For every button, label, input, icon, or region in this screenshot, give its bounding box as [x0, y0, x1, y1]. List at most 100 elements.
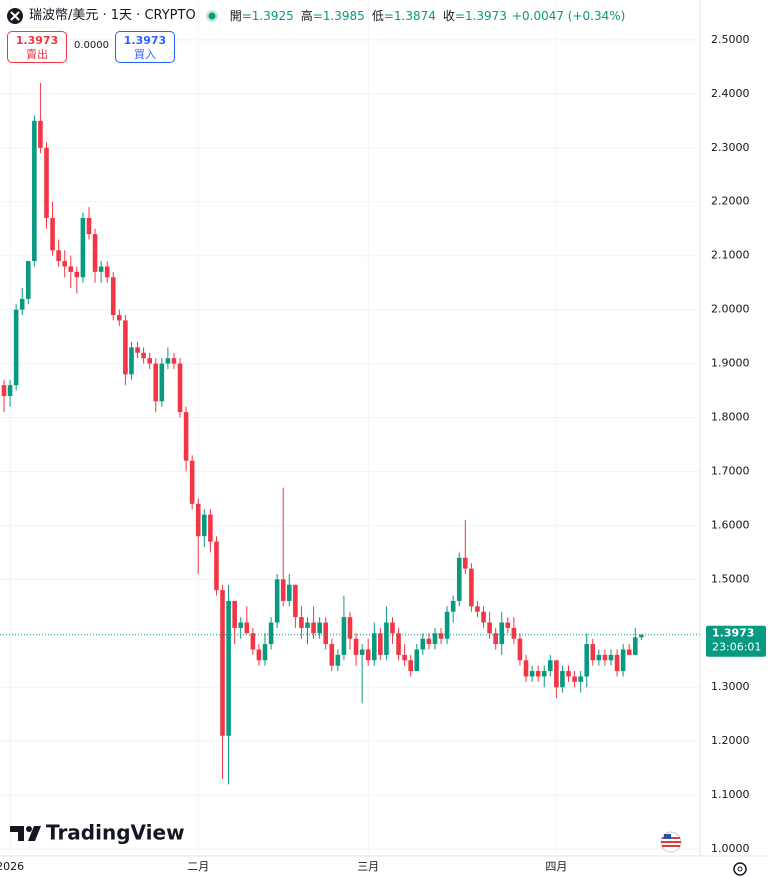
candle-body	[602, 654, 608, 661]
candle-body	[98, 266, 104, 272]
candle-body	[329, 644, 335, 666]
candle-body	[183, 412, 189, 461]
candle-body	[153, 363, 159, 402]
candle-body	[402, 654, 407, 661]
candle-body	[560, 671, 565, 688]
header: 瑞波幣/美元 · 1天 · CRYPTO 開=1.3925 高=1.3985 低=1…	[6, 5, 625, 27]
candle-body	[25, 261, 31, 299]
ohlc-key: 開	[229, 9, 242, 23]
candle-body	[390, 622, 395, 634]
candle-body	[250, 633, 256, 650]
candle-body	[68, 266, 74, 272]
last-price-value: 1.3973	[712, 627, 754, 640]
spread: 0.0000	[74, 40, 109, 51]
candle-body	[475, 606, 480, 612]
y-tick-label: 1.2000	[711, 734, 750, 747]
buy-button[interactable]: 1.3973 買入	[115, 31, 175, 63]
candle-body	[110, 277, 116, 316]
candle-body	[147, 358, 152, 364]
candle-body	[365, 649, 371, 661]
candle-body	[335, 654, 341, 666]
candle-body	[92, 234, 98, 272]
candle-body	[13, 309, 19, 386]
candle-body	[438, 633, 444, 639]
candle-body	[384, 622, 389, 655]
candle-body	[32, 120, 37, 262]
y-tick-label: 1.5000	[711, 572, 750, 585]
candle-body	[517, 638, 523, 661]
candle-body	[177, 363, 183, 413]
candle-body	[535, 671, 541, 677]
candle-body	[566, 671, 571, 677]
candle-body	[74, 271, 80, 278]
ohlc: 開=1.3925 高=1.3985 低=1.3874 收=1.3973	[223, 5, 507, 27]
candle-body	[523, 660, 529, 677]
candle-body	[432, 633, 438, 645]
candle-body	[226, 600, 231, 736]
candle-body	[232, 600, 237, 628]
candle-body	[189, 460, 195, 504]
symbol: 瑞波幣/美元 · 1天 · CRYPTO	[29, 8, 196, 23]
candle-body	[584, 644, 590, 677]
candle-body	[378, 633, 383, 655]
logo-text: TradingView	[46, 821, 185, 845]
candle-body	[56, 250, 61, 262]
candle-body	[359, 649, 365, 655]
ohlc-value: =1.3973	[454, 9, 507, 23]
candle-body	[50, 217, 55, 251]
candle-body	[639, 634, 644, 638]
candle-body	[202, 514, 207, 537]
sell-button[interactable]: 1.3973 賣出	[7, 31, 67, 63]
candle-body	[38, 120, 43, 148]
candle-body	[541, 671, 547, 677]
ohlc-key: 收	[442, 9, 455, 23]
candle-body	[499, 622, 505, 645]
last-price-box	[706, 625, 766, 657]
candle-body	[608, 654, 614, 661]
candle-body	[268, 622, 274, 645]
y-tick-label: 2.1000	[711, 249, 750, 262]
status-dot	[205, 10, 218, 22]
flag-icon	[660, 831, 682, 853]
y-tick-label: 1.7000	[711, 464, 750, 477]
candle-body	[129, 347, 134, 375]
candle-body	[165, 358, 171, 364]
candle-body	[317, 622, 322, 634]
candle-body	[572, 676, 577, 682]
candle-body	[256, 649, 262, 661]
candle-body	[141, 352, 146, 359]
candle-body	[274, 579, 280, 623]
candle-body	[238, 622, 244, 628]
candle-body	[596, 654, 602, 661]
y-tick-label: 2.0000	[711, 303, 750, 316]
x-tick-label: 2026	[0, 860, 24, 873]
candle-body	[123, 320, 128, 375]
candle-body	[80, 217, 86, 278]
candle-body	[444, 611, 450, 639]
candle-body	[305, 622, 310, 628]
candle-body	[481, 611, 486, 623]
candle-body	[341, 617, 347, 655]
candle-body	[86, 217, 92, 235]
candle-body	[347, 617, 353, 639]
ohlc-value: =1.3874	[383, 9, 436, 23]
candle-body	[208, 514, 213, 542]
sell-price: 1.3973	[15, 34, 59, 47]
y-tick-label: 1.0000	[711, 842, 750, 855]
x-tick-label: 四月	[545, 860, 567, 873]
candle-body	[450, 600, 456, 612]
candle-body	[117, 315, 122, 321]
candle-body	[620, 649, 626, 672]
candle-body	[171, 358, 177, 364]
candle-body	[62, 261, 67, 267]
candle-body	[487, 622, 492, 634]
candle-body	[463, 557, 468, 569]
y-tick-label: 2.3000	[711, 141, 750, 154]
x-tick-label: 二月	[187, 860, 209, 873]
candle-body	[7, 385, 13, 396]
candle-body	[1, 385, 7, 396]
ohlc-key: 高	[300, 9, 313, 23]
settings-icon[interactable]	[733, 862, 747, 876]
